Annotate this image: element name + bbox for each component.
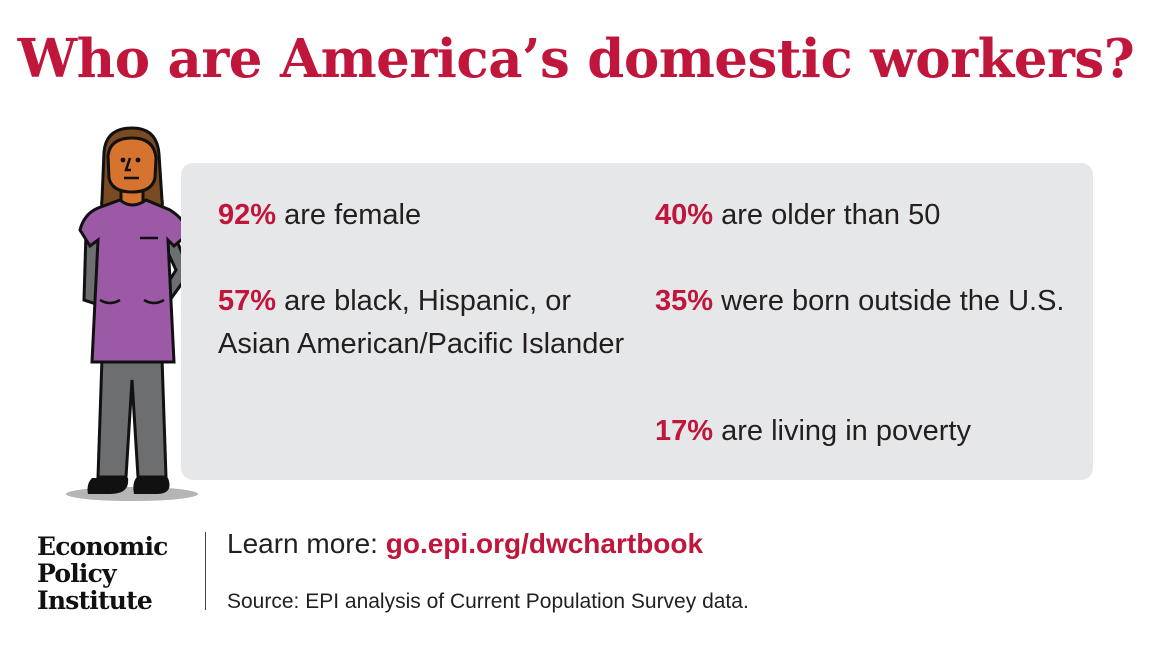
stat-percent: 17%	[655, 415, 714, 447]
stat-born-outside: 35% were born outside the U.S.	[655, 280, 1085, 323]
page-title: Who are America’s domestic workers?	[17, 28, 1135, 90]
chartbook-link[interactable]: go.epi.org/dwchartbook	[385, 528, 704, 559]
stat-percent: 92%	[218, 199, 277, 231]
stat-age: 40% are older than 50	[655, 194, 1085, 237]
logo-line: Policy	[37, 559, 117, 588]
logo-line: Institute	[37, 586, 153, 615]
stats-panel	[181, 163, 1093, 480]
source-note: Source: EPI analysis of Current Populati…	[227, 590, 749, 613]
logo-line: Economic	[37, 532, 168, 561]
stat-female: 92% are female	[218, 194, 638, 237]
stat-text: are living in poverty	[721, 415, 971, 447]
epi-logo: Economic Policy Institute	[37, 533, 197, 614]
learn-more-label: Learn more:	[227, 528, 378, 559]
stat-text: were born outside the U.S.	[721, 285, 1065, 317]
stat-percent: 35%	[655, 285, 714, 317]
stat-race: 57% are black, Hispanic, or Asian Americ…	[218, 280, 638, 366]
stat-poverty: 17% are living in poverty	[655, 410, 1085, 453]
learn-more: Learn more: go.epi.org/dwchartbook	[227, 528, 703, 560]
footer-divider	[205, 532, 206, 610]
stat-text: are black, Hispanic, or Asian American/P…	[218, 285, 625, 360]
stat-text: are female	[284, 199, 422, 231]
stat-percent: 57%	[218, 285, 277, 317]
stat-text: are older than 50	[721, 199, 941, 231]
domestic-worker-illustration-icon	[62, 122, 202, 507]
stat-percent: 40%	[655, 199, 714, 231]
